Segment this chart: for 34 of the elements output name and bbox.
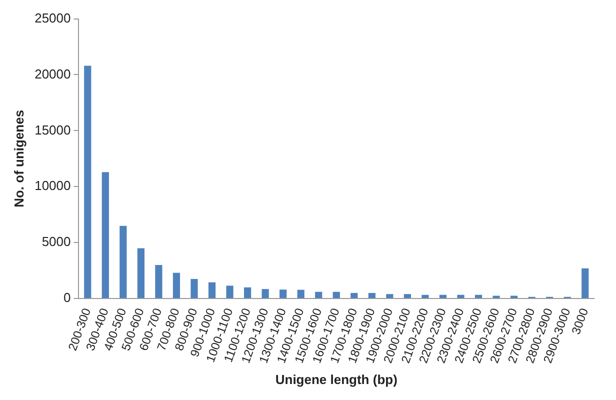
bar xyxy=(155,264,162,298)
bar xyxy=(297,290,304,298)
bar xyxy=(120,226,127,298)
bar xyxy=(84,66,92,298)
bar xyxy=(315,292,322,298)
bar xyxy=(582,268,589,298)
y-axis-title: No. of unigenes xyxy=(11,110,26,208)
bar xyxy=(172,272,180,298)
bar xyxy=(368,292,376,298)
bar xyxy=(422,294,429,298)
bar xyxy=(280,290,287,298)
y-tick-label: 25000 xyxy=(34,10,71,26)
bar xyxy=(332,292,340,298)
bar xyxy=(386,294,394,298)
bar xyxy=(439,294,447,298)
bar xyxy=(208,282,216,298)
bar xyxy=(244,287,252,298)
y-tick-label: 10000 xyxy=(34,178,71,194)
y-tick-label: 0 xyxy=(64,290,71,306)
bar xyxy=(474,294,482,298)
bar xyxy=(102,172,109,298)
y-tick-label: 5000 xyxy=(42,234,71,250)
x-axis-title: Unigene length (bp) xyxy=(275,372,398,387)
y-tick-label: 15000 xyxy=(34,122,71,138)
bar xyxy=(262,289,269,298)
x-tick-label: 3000 xyxy=(568,306,592,336)
bar xyxy=(492,296,500,298)
bar xyxy=(190,278,198,298)
bar xyxy=(137,248,144,298)
y-tick-label: 20000 xyxy=(34,66,71,82)
bar xyxy=(457,294,464,298)
bar xyxy=(404,294,411,298)
bar xyxy=(226,286,234,298)
bar xyxy=(350,292,358,298)
